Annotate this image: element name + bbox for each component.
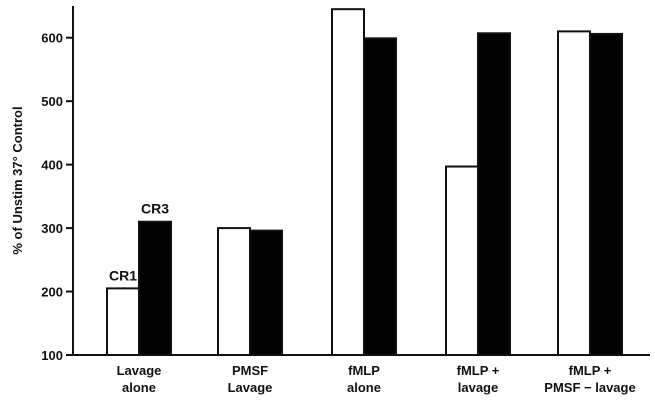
bar-cr1-3 <box>445 165 479 356</box>
annotation-cr1: CR1 <box>109 267 137 283</box>
x-tick-label: Lavage <box>228 380 273 395</box>
y-tick-label: 500 <box>41 94 63 109</box>
x-tick-label: fMLP + <box>569 363 612 378</box>
x-tick-label: Lavage <box>117 363 162 378</box>
bar-cr1-0 <box>106 287 140 357</box>
y-tick-label: 200 <box>41 285 63 300</box>
bar-cr3-2 <box>363 37 397 356</box>
bar-cr3-4 <box>589 32 623 356</box>
x-tick-label: alone <box>347 380 381 395</box>
x-tick-label: PMSF − lavage <box>544 380 635 395</box>
y-tick-label: 300 <box>41 221 63 236</box>
bars <box>106 8 623 357</box>
bar-cr3-0 <box>138 220 172 356</box>
bar-cr1-1 <box>217 227 251 356</box>
bar-cr3-3 <box>477 32 511 356</box>
annotations: CR1 CR3 <box>109 201 169 284</box>
bar-cr1-2 <box>331 8 365 356</box>
y-axis: 100 200 300 400 500 600 <box>41 6 74 363</box>
y-tick-label: 600 <box>41 31 63 46</box>
y-tick-label: 400 <box>41 158 63 173</box>
annotation-cr3: CR3 <box>141 201 169 217</box>
bar-cr3-1 <box>249 229 283 356</box>
x-tick-label: fMLP + <box>457 363 500 378</box>
bar-cr1-4 <box>557 30 591 357</box>
x-axis: Lavage alone PMSF Lavage fMLP alone fMLP + lava… <box>73 354 650 395</box>
x-tick-label: fMLP <box>348 363 380 378</box>
x-tick-label: PMSF <box>232 363 268 378</box>
x-tick-label: alone <box>122 380 156 395</box>
y-axis-label: % of Unstim 37° Control <box>10 106 25 254</box>
x-tick-label: lavage <box>458 380 498 395</box>
y-tick-label: 100 <box>41 348 63 363</box>
